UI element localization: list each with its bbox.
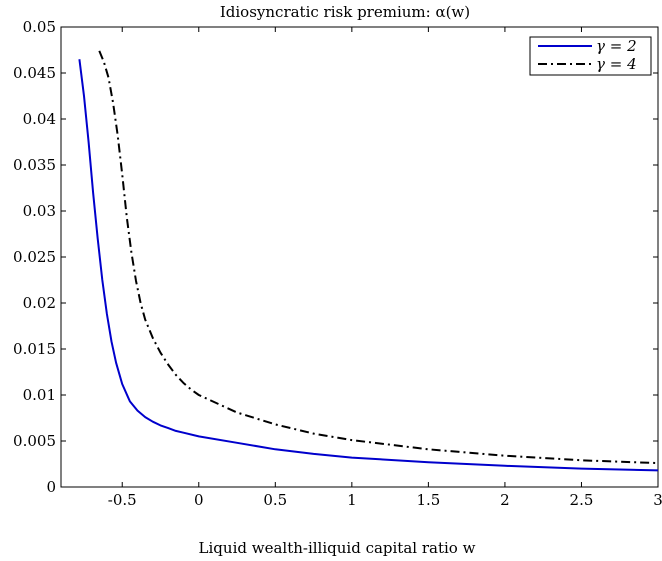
y-tick-label: 0 [46, 478, 56, 496]
y-tick-label: 0.04 [23, 110, 56, 128]
legend-label-series-1: γ = 2 [596, 37, 637, 55]
axes-frame [60, 26, 659, 488]
y-tick-label: 0.05 [23, 18, 56, 36]
y-tick-label: 0.02 [23, 294, 56, 312]
y-axis: 0 0.005 0.01 0.015 0.02 0.025 0.03 0.035 0.04 0.0… [13, 18, 658, 496]
x-tick-label: 1 [347, 491, 357, 509]
y-tick-label: 0.01 [23, 386, 56, 404]
y-tick-label: 0.025 [13, 248, 56, 266]
x-tick-label: -0.5 [108, 491, 137, 509]
x-tick-label: 0 [194, 491, 204, 509]
legend: γ = 2 γ = 4 [529, 36, 652, 76]
chart-title: Idiosyncratic risk premium: α(w) [220, 3, 470, 21]
x-tick-label: 0.5 [263, 491, 287, 509]
x-axis: -0.5 0 0.5 1 1.5 2 2.5 3 [108, 27, 662, 509]
y-tick-label: 0.015 [13, 340, 56, 358]
y-tick-label: 0.045 [13, 64, 56, 82]
x-axis-label: Liquid wealth-illiquid capital ratio w [199, 539, 476, 557]
series-layer [78, 50, 659, 472]
x-tick-label: 3 [653, 491, 662, 509]
legend-label-series-2: γ = 4 [596, 55, 637, 73]
x-tick-label: 2.5 [570, 491, 594, 509]
legend-box [529, 36, 652, 76]
y-tick-label: 0.03 [23, 202, 56, 220]
y-tick-label: 0.035 [13, 156, 56, 174]
x-tick-label: 1.5 [416, 491, 440, 509]
series-line-1 [78, 59, 659, 472]
y-tick-label: 0.005 [13, 432, 56, 450]
x-tick-label: 2 [500, 491, 510, 509]
plot-area: 0 0.005 0.01 0.015 0.02 0.025 0.03 0.035 0.04 0.0… [13, 18, 662, 509]
series-line-2 [98, 50, 659, 465]
